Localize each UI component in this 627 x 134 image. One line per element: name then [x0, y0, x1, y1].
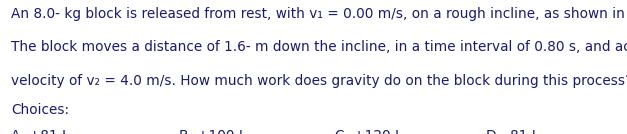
Text: The block moves a distance of 1.6- m down the incline, in a time interval of 0.8: The block moves a distance of 1.6- m dow…	[11, 40, 627, 54]
Text: B. +100 J: B. +100 J	[179, 129, 243, 134]
Text: A. +81 J: A. +81 J	[11, 129, 66, 134]
Text: C. +120 J: C. +120 J	[335, 129, 399, 134]
Text: D. -81 J: D. -81 J	[486, 129, 535, 134]
Text: Choices:: Choices:	[11, 103, 70, 117]
Text: velocity of v₂ = 4.0 m/s. How much work does gravity do on the block during this: velocity of v₂ = 4.0 m/s. How much work …	[11, 74, 627, 88]
Text: An 8.0- kg block is released from rest, with v₁ = 0.00 m/s, on a rough incline, : An 8.0- kg block is released from rest, …	[11, 7, 627, 21]
